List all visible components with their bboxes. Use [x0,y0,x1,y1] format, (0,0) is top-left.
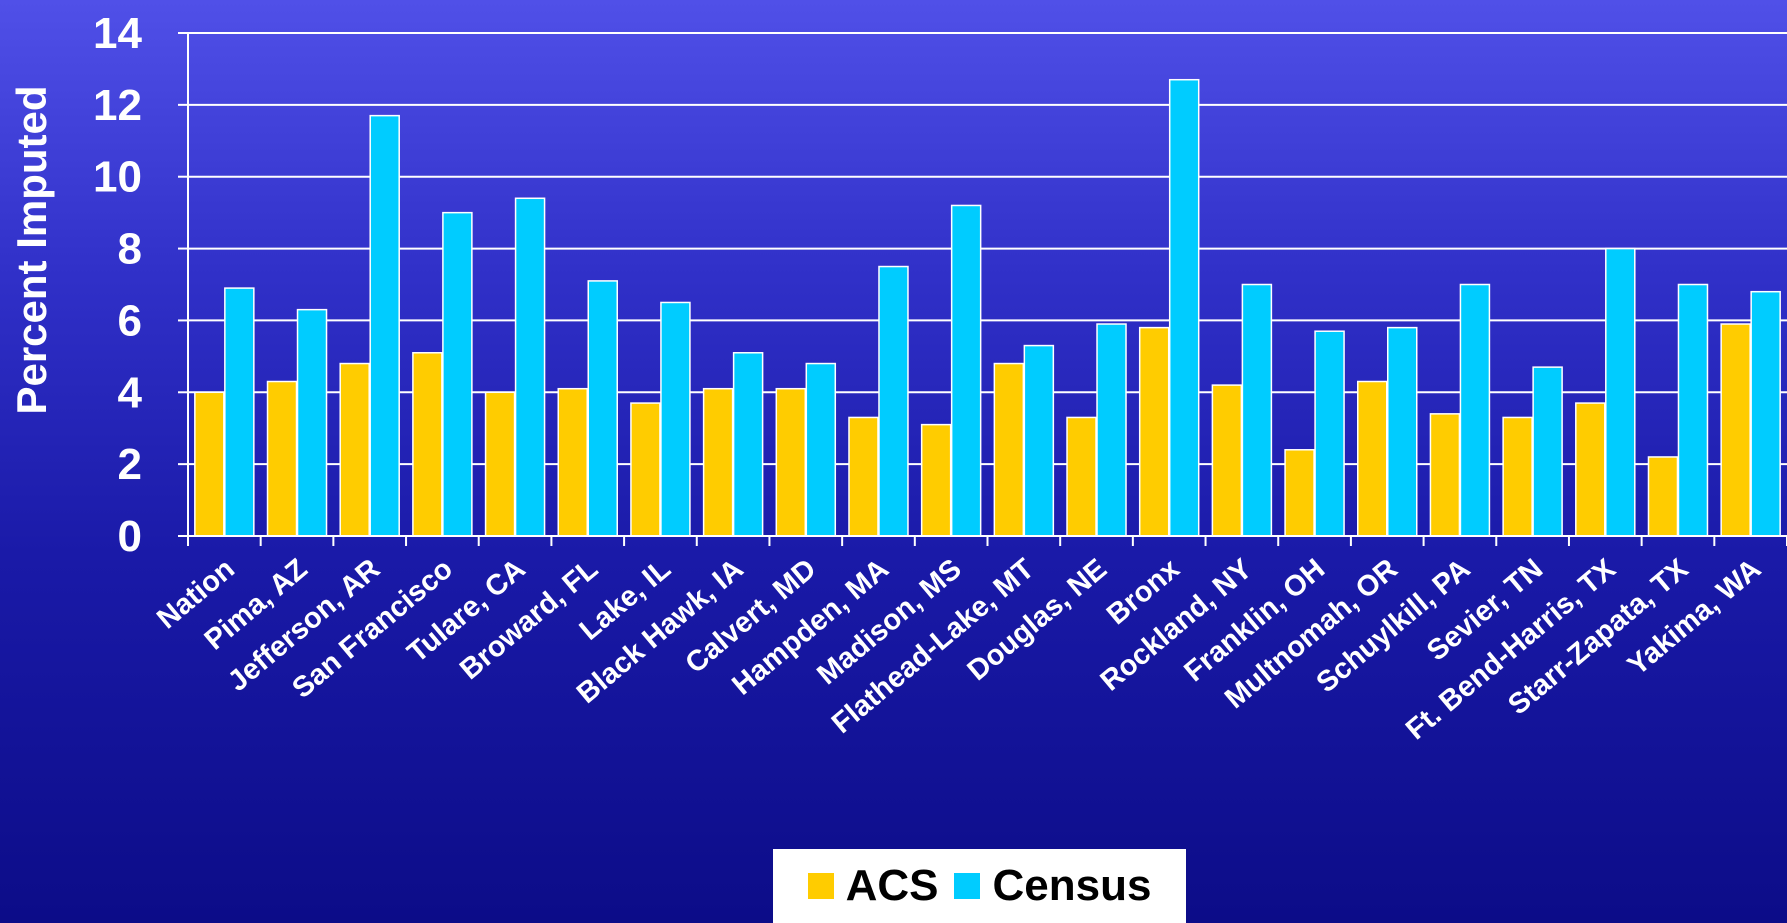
bar-acs-2 [339,362,370,537]
y-tick-label: 8 [118,225,142,274]
bar-census-2 [369,114,400,537]
legend: ACS Census [773,849,1186,923]
bar-census-4 [514,197,546,537]
bar-census-6 [660,301,691,537]
bar-census-14 [1241,283,1273,537]
legend-item-acs: ACS [807,861,939,910]
y-tick-label: 2 [118,440,142,489]
bar-acs-9 [848,416,879,537]
legend-label-acs: ACS [845,861,939,910]
y-tick-label: 10 [93,153,142,202]
bar-acs-7 [702,387,734,537]
bar-acs-18 [1502,416,1533,537]
bar-census-16 [1387,326,1418,537]
legend-swatch-acs [807,873,834,899]
bar-census-15 [1314,330,1345,537]
y-tick-label: 0 [118,512,142,561]
bar-census-18 [1532,366,1563,537]
bar-census-19 [1605,247,1636,537]
bar-census-10 [950,204,982,537]
y-tick-label: 6 [118,296,142,345]
y-tick-label: 4 [118,368,143,417]
legend-label-census: Census [992,861,1152,910]
bar-census-12 [1096,323,1127,537]
bar-acs-17 [1429,413,1461,537]
bar-acs-6 [630,402,661,537]
bar-acs-13 [1138,326,1170,537]
bar-acs-15 [1284,449,1315,537]
bar-census-11 [1023,344,1055,537]
bar-acs-8 [775,387,807,537]
bar-census-7 [732,352,764,537]
bar-census-1 [296,308,328,537]
bar-census-13 [1168,78,1200,537]
y-tick-label: 12 [93,81,142,130]
bar-acs-16 [1357,380,1388,537]
bar-acs-4 [484,391,516,537]
bar-census-9 [878,265,909,537]
bar-acs-1 [266,380,298,537]
bar-acs-14 [1211,384,1243,537]
bar-acs-5 [557,387,588,537]
bar-census-20 [1677,283,1709,537]
axes [178,32,1787,546]
bar-census-21 [1750,290,1781,537]
bar-census-0 [224,287,255,537]
bar-acs-3 [412,352,443,537]
bar-acs-12 [1066,416,1097,537]
bar-acs-20 [1647,456,1679,537]
bar-census-8 [805,362,837,537]
legend-swatch-census [954,873,981,899]
bar-acs-21 [1720,323,1751,537]
bars [194,78,1781,537]
y-axis-title: Percent Imputed [8,85,55,414]
bar-acs-10 [920,423,952,537]
bar-census-3 [442,211,473,537]
y-tick-labels: 0 2 4 6 8 10 12 14 [93,9,142,561]
bar-acs-19 [1575,402,1606,537]
bar-acs-0 [194,391,225,537]
bar-acs-11 [993,362,1025,537]
y-tick-label: 14 [93,9,142,58]
bar-census-5 [587,280,618,537]
bar-census-17 [1459,283,1491,537]
legend-item-census: Census [954,864,1151,908]
